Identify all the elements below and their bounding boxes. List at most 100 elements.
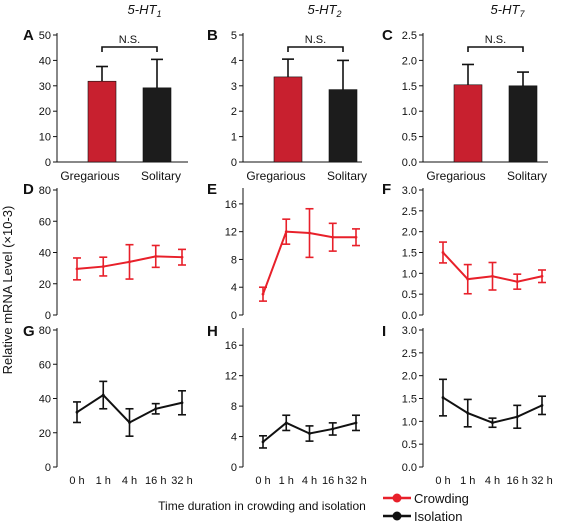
x-tick-label: 16 h [507,475,528,487]
y-tick-label: 2 [231,106,237,118]
panel-letter-E: E [207,181,217,198]
y-tick-label: 8 [231,254,237,266]
x-tick-label: 32 h [345,475,366,487]
y-tick-label: 1.0 [402,416,417,428]
data-point [466,277,470,281]
y-tick-label: 60 [39,359,51,371]
y-tick-label: 10 [39,132,51,144]
data-point [441,396,445,399]
y-tick-label: 2.0 [402,55,417,67]
y-tick-label: 2.5 [402,348,417,360]
data-point [128,260,131,264]
y-tick-label: 0.5 [402,132,417,144]
x-tick-label: 16 h [322,475,343,487]
panel-letter-C: C [382,27,393,44]
data-point [154,255,158,258]
significance-label: N.S. [305,34,326,46]
bar-gregarious [453,84,483,163]
y-tick-label: 3.0 [402,185,417,197]
y-tick-label: 20 [39,279,51,291]
x-tick-label: 4 h [122,475,137,487]
data-point [180,401,184,405]
y-tick-label: 8 [231,401,237,413]
panel-E: E 0 4 8 12 16 [207,181,360,322]
x-tick-label: 4 h [302,475,317,487]
x-tick-label: 32 h [171,475,192,487]
panel-I: I 0.0 0.5 1.0 1.5 2.0 2.5 3.0 0 h 1 h 4 h 16 h 32 h [382,323,553,487]
data-point [515,280,519,284]
panel-G: G 0 20 40 60 80 0 h 1 h 4 h 16 h 32 h [23,323,193,487]
x-tick-label: 0 h [69,475,84,487]
y-tick-label: 1.0 [402,268,417,280]
y-tick-label: 0 [231,462,237,474]
y-tick-label: 12 [225,371,237,383]
y-tick-label: 0 [45,310,51,322]
y-tick-label: 20 [39,428,51,440]
data-point [75,410,79,414]
y-tick-label: 60 [39,216,51,228]
y-tick-label: 4 [231,55,237,67]
data-point [491,274,494,278]
panel-letter-G: G [23,323,35,340]
y-tick-label: 40 [39,394,51,406]
data-point [284,230,288,234]
data-point [101,393,105,397]
y-tick-label: 0.0 [402,157,417,169]
x-axis-label: Time duration in crowding and isolation [158,499,366,513]
y-tick-label: 1.5 [402,394,417,406]
data-point [308,432,311,435]
panel-C: C 0.0 0.5 1.0 1.5 2.0 2.5 5-HT7 Gregarious Solita… [382,2,548,183]
y-tick-label: 2.5 [402,206,417,218]
panel-letter-I: I [382,323,386,340]
y-tick-label: 16 [225,199,237,211]
panel-F: F 0.0 0.5 1.0 1.5 2.0 2.5 3.0 [382,181,546,322]
panel-letter-F: F [382,181,391,198]
x-tick-label: 0 h [435,475,450,487]
x-tick-label: 1 h [279,475,294,487]
panel-letter-H: H [207,323,218,340]
y-tick-label: 2.0 [402,371,417,383]
y-tick-label: 0.0 [402,310,417,322]
data-point [261,440,265,444]
y-tick-label: 4 [231,282,237,294]
data-point [180,255,184,259]
significance-bracket [287,46,344,52]
legend-label-crowding: Crowding [414,491,469,506]
panel-letter-D: D [23,181,34,198]
y-tick-label: 30 [39,81,51,93]
data-point [101,265,105,268]
x-tick-label: 1 h [96,475,111,487]
data-point [354,235,358,239]
y-tick-label: 0.5 [402,289,417,301]
data-point [491,421,494,425]
y-tick-label: 0 [231,157,237,169]
y-tick-label: 12 [225,227,237,239]
bar-solitary [142,87,172,163]
y-tick-label: 80 [39,325,51,337]
y-tick-label: 1.0 [402,106,417,118]
bar-gregarious [87,80,117,163]
data-point [308,231,311,235]
panel-H: H 0 4 8 12 16 0 h 1 h 4 h 16 h 32 h [207,323,367,487]
significance-label: N.S. [485,34,506,46]
panel-D: D 0 20 40 60 80 [23,181,186,322]
x-tick-label: 16 h [145,475,166,487]
bar-solitary [328,89,358,163]
y-axis-label: Relative mRNA Level (×10-3) [0,206,15,375]
y-tick-label: 0 [45,157,51,169]
y-tick-label: 5 [231,30,237,42]
data-point [466,411,470,415]
y-tick-label: 2.0 [402,227,417,239]
data-point [540,403,544,407]
category-label: Gregarious [426,169,485,183]
y-tick-label: 1.5 [402,248,417,260]
y-tick-label: 20 [39,106,51,118]
category-label: Solitary [507,169,547,183]
panel-title-C: 5-HT7 [491,2,526,19]
bar-gregarious [273,76,303,163]
x-tick-label: 4 h [485,475,500,487]
panel-A: A 0 10 20 30 40 50 5-HT1 Gregarious Solitary N.S. [23,2,188,183]
data-point [441,251,445,254]
y-tick-label: 16 [225,340,237,352]
